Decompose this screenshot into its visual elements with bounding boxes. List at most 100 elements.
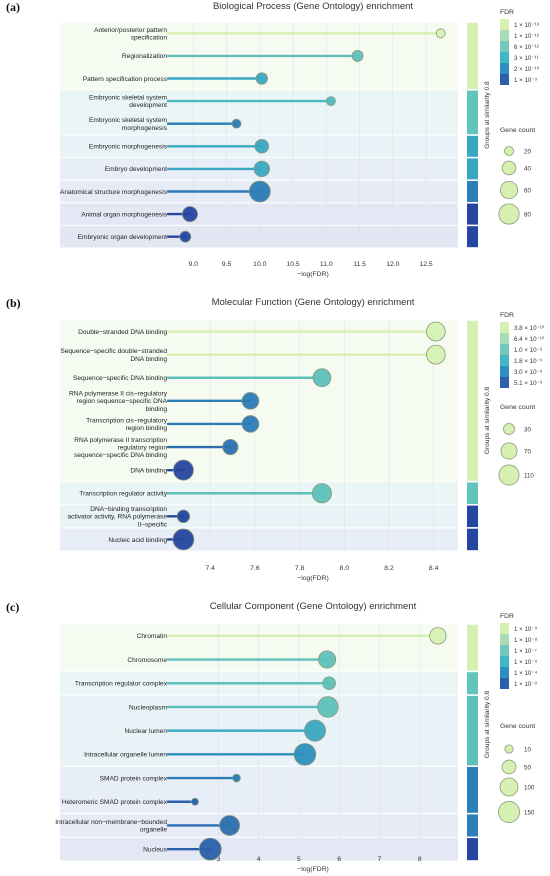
- fdr-swatch: [500, 322, 509, 333]
- term-label-line: Embryonic skeletal system: [89, 95, 168, 102]
- lollipop-point: [176, 509, 191, 524]
- fdr-swatch: [500, 667, 509, 678]
- gene-count-swatch: [504, 744, 514, 754]
- fdr-legend-label: 1.8 × 10⁻⁹: [514, 358, 543, 365]
- fdr-swatch: [500, 645, 509, 656]
- gene-count-swatch: [504, 146, 514, 156]
- term-label-line: specification: [131, 34, 168, 41]
- term-label-line: Chromatin: [137, 633, 168, 640]
- fdr-legend-label: 1 × 10⁻⁸: [514, 637, 538, 644]
- term-label: Transcription cis−regulatory region bindi…: [86, 417, 168, 432]
- lollipop-point: [255, 72, 268, 85]
- group-band: [60, 528, 458, 551]
- fdr-swatch: [500, 74, 509, 85]
- fdr-legend-title: FDR: [500, 312, 514, 319]
- fdr-swatch: [500, 63, 509, 74]
- term-label-line: Intracellular organelle lumen: [84, 752, 167, 759]
- gene-count-legend-title: Gene count: [500, 404, 535, 411]
- term-label-line: Nucleus: [143, 846, 168, 853]
- term-label-line: region sequence−specific DNA: [77, 398, 168, 405]
- group-color-bar: [467, 672, 478, 695]
- lollipop-point: [219, 815, 240, 836]
- gene-count-swatch: [503, 423, 515, 435]
- lollipop-point: [248, 180, 271, 203]
- gene-count-legend-label: 150: [524, 810, 535, 817]
- fdr-legend-label: 1 × 10⁻⁹: [514, 626, 538, 633]
- x-tick-label: 9.0: [189, 261, 199, 268]
- fdr-legend-title: FDR: [500, 9, 514, 16]
- gene-count-legend-label: 100: [524, 785, 535, 792]
- term-label-line: Double−stranded DNA binding: [78, 329, 167, 336]
- lollipop-point: [198, 837, 222, 861]
- panel-b: (b) Molecular Function (Gene Ontology) en…: [6, 296, 545, 582]
- term-label-line: SMAD protein complex: [100, 775, 168, 782]
- gene-count-legend-label: 30: [524, 427, 531, 434]
- group-color-bar: [467, 482, 478, 504]
- fdr-legend-label: 3 × 10⁻¹¹: [514, 55, 539, 62]
- group-color-bar: [467, 22, 478, 89]
- lollipop-point: [311, 483, 332, 504]
- x-tick-label: 5: [297, 856, 301, 863]
- x-tick-label: 11.5: [353, 261, 366, 268]
- term-label: Transcription regulator activity: [79, 491, 167, 498]
- term-label-line: Intracellular non−membrane−bounded: [55, 819, 167, 826]
- term-label: Embryonic skeletal system morphogenesis: [89, 117, 168, 132]
- lollipop-point: [322, 676, 336, 691]
- fdr-legend-label: 3.8 × 10⁻¹⁰: [514, 325, 545, 332]
- panel-label: (b): [6, 296, 21, 310]
- term-label-line: Sequence−specific DNA binding: [73, 375, 167, 382]
- term-label-line: Nuclear lumen: [124, 728, 167, 735]
- group-band: [60, 814, 458, 837]
- x-tick-label: 3: [216, 856, 220, 863]
- term-label-line: region binding: [126, 425, 168, 432]
- term-label-line: RNA polymerase II transcription: [74, 437, 167, 444]
- lollipop-point: [191, 797, 199, 806]
- group-band: [60, 624, 458, 671]
- fdr-swatch: [500, 52, 509, 63]
- gene-count-swatch: [501, 759, 517, 775]
- term-label-line: Regionalization: [122, 53, 167, 60]
- group-color-bar: [467, 695, 478, 766]
- lollipop-point: [429, 627, 447, 645]
- fdr-legend-label: 2 × 10⁻¹⁰: [514, 66, 540, 73]
- term-label-line: Animal organ morphogenesis: [81, 211, 167, 218]
- x-tick-label: 8: [418, 856, 422, 863]
- term-label-line: DNA binding: [130, 356, 167, 363]
- x-tick-label: 8.4: [429, 565, 439, 572]
- chart-title: Biological Process (Gene Ontology) enric…: [213, 1, 413, 12]
- fdr-legend-label: 6.4 × 10⁻¹⁰: [514, 336, 545, 343]
- lollipop-point: [172, 528, 195, 551]
- fdr-legend-label: 1 × 10⁻⁷: [514, 648, 537, 655]
- gene-count-swatch: [499, 777, 519, 797]
- x-tick-label: 7.8: [295, 565, 305, 572]
- x-tick-label: 8.0: [340, 565, 350, 572]
- lollipop-point: [326, 96, 336, 106]
- fdr-swatch: [500, 678, 509, 689]
- x-tick-label: 4: [257, 856, 261, 863]
- term-label-line: binding: [146, 406, 168, 413]
- gene-count-swatch: [501, 160, 517, 176]
- group-color-bar: [467, 320, 478, 481]
- fdr-legend-label: 1.0 × 10⁻⁹: [514, 347, 543, 354]
- lollipop-point: [435, 28, 446, 39]
- group-color-bar: [467, 90, 478, 135]
- x-axis-label: −log(FDR): [297, 866, 329, 873]
- group-axis-label: Groups at similarity 0.8: [484, 690, 491, 758]
- gene-count-legend-label: 80: [524, 212, 531, 219]
- term-label: DNA−binding transcription activator activ…: [67, 506, 167, 528]
- lollipop-point: [231, 118, 242, 129]
- x-tick-label: 7.4: [205, 565, 215, 572]
- fdr-legend-label: 3.0 × 10⁻⁹: [514, 369, 543, 376]
- group-band: [60, 203, 458, 225]
- term-label-line: Heteromeric SMAD protein complex: [62, 799, 168, 806]
- fdr-swatch: [500, 623, 509, 634]
- group-band: [60, 837, 458, 861]
- group-color-bar: [467, 624, 478, 671]
- term-label-line: Chromosome: [127, 657, 167, 664]
- gene-count-swatch: [498, 203, 520, 225]
- term-label-line: Anatomical structure morphogenesis: [60, 189, 168, 196]
- term-label-line: sequence−specific DNA binding: [74, 452, 167, 459]
- term-label-line: Pattern specification process: [83, 76, 168, 83]
- gene-count-swatch: [498, 801, 520, 823]
- term-label: Nucleoplasm: [129, 704, 168, 711]
